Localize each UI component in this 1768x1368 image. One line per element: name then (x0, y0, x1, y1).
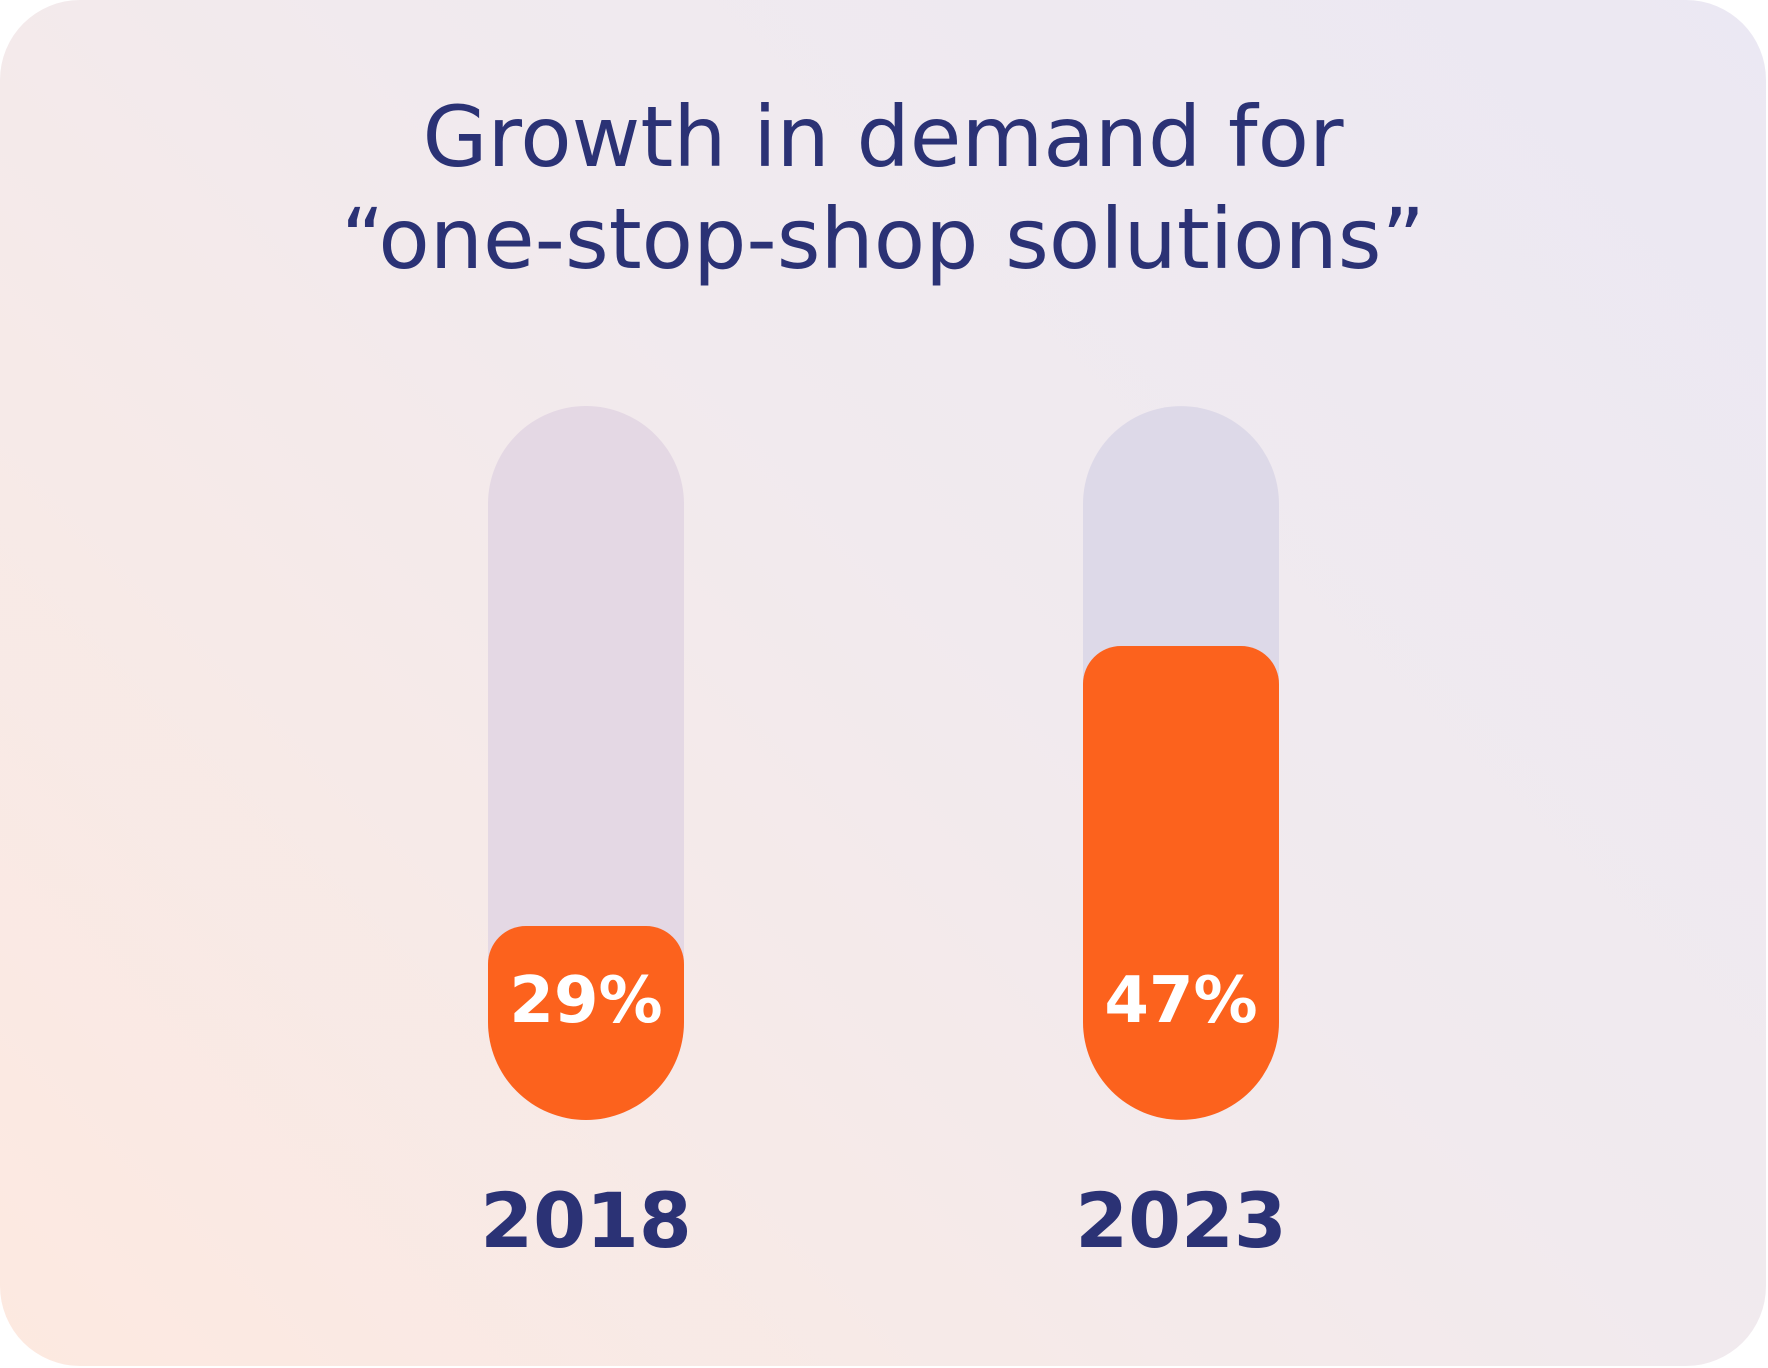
bar-fill-2018 (488, 926, 684, 1120)
chart-title-line-1: Growth in demand for (422, 88, 1344, 186)
category-label-2018: 2018 (480, 1176, 692, 1265)
category-label-2023: 2023 (1075, 1176, 1287, 1265)
bar-fill-2023 (1083, 646, 1279, 1120)
chart-title-line-2: “one-stop-shop solutions” (340, 190, 1426, 288)
value-label-2018: 29% (509, 964, 662, 1038)
value-label-2023: 47% (1104, 964, 1257, 1038)
chart-title: Growth in demand for “one-stop-shop solu… (0, 86, 1766, 290)
bar-group-2018: 29% 2018 (480, 406, 692, 1265)
bar-group-2023: 47% 2023 (1075, 406, 1287, 1265)
